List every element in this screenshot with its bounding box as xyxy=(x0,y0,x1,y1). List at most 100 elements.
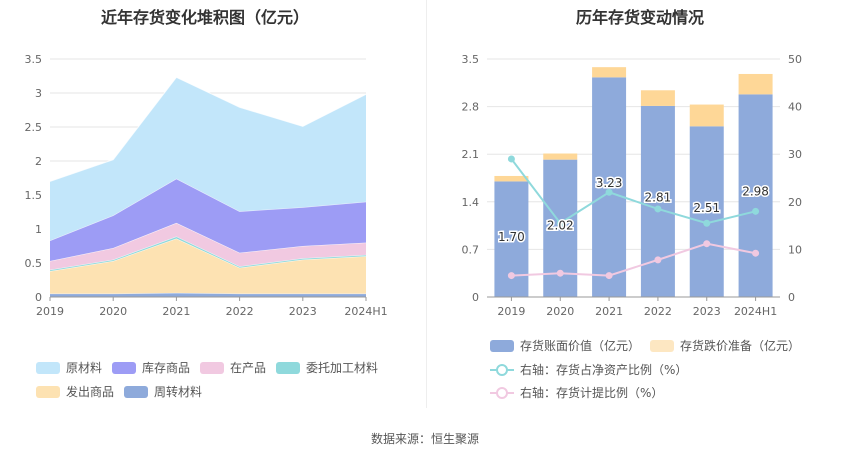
legend-label: 库存商品 xyxy=(142,361,191,375)
legend-item[interactable]: 周转材料 xyxy=(124,383,202,400)
legend-item[interactable]: 右轴：存货占净资产比例（%） xyxy=(490,361,687,378)
x-tick-label: 2024H1 xyxy=(734,305,777,318)
legend-swatch xyxy=(36,361,60,374)
data-label-text: 2.81 xyxy=(645,191,672,205)
legend-item[interactable]: 委托加工材料 xyxy=(276,359,378,376)
y-tick-label: 1.5 xyxy=(25,189,43,202)
data-label: 1.70 xyxy=(497,228,527,245)
bar-line-combo-chart: 0 0.7 1.4 2.1 2.8 3.5 0 10 20 30 40 50 1.70 2.02 3.23 2… xyxy=(462,53,803,318)
area-原材料 xyxy=(50,77,366,241)
y-tick-label: 0.5 xyxy=(25,257,43,270)
legend-swatch xyxy=(650,339,674,352)
legend-swatch xyxy=(124,385,148,398)
legend-label: 在产品 xyxy=(230,361,267,375)
y2-tick-label: 50 xyxy=(788,53,802,66)
legend-item[interactable]: 右轴：存货计提比例（%） xyxy=(490,384,663,401)
bar-存货跌价准备（亿元） xyxy=(592,67,627,78)
data-label: 3.23 xyxy=(594,174,624,191)
line-point xyxy=(654,205,662,213)
legend-swatch xyxy=(490,386,514,399)
legend-label: 右轴：存货占净资产比例（%） xyxy=(520,363,688,377)
legend-label: 发出商品 xyxy=(66,385,115,399)
x-tick-label: 2023 xyxy=(693,305,721,318)
line-point xyxy=(752,207,760,215)
x-tick-label: 2019 xyxy=(497,305,525,318)
area-在产品 xyxy=(50,222,366,270)
y-tick-label: 1 xyxy=(35,223,42,236)
legend-item[interactable]: 原材料 xyxy=(36,359,102,376)
y-tick-label: 0 xyxy=(35,291,42,304)
y2-tick-label: 20 xyxy=(788,196,802,209)
legend-item[interactable]: 存货账面价值（亿元） xyxy=(490,337,640,354)
line-point xyxy=(752,249,760,257)
panel-divider xyxy=(426,0,427,408)
data-label-text: 1.70 xyxy=(498,230,525,244)
y-tick-label: 2.1 xyxy=(462,148,480,161)
area-发出商品 xyxy=(50,238,366,294)
line-右轴：存货计提比例（%） xyxy=(511,242,756,277)
y-tick-label: 2.5 xyxy=(25,121,43,134)
y2-tick-label: 30 xyxy=(788,148,802,161)
bar-存货跌价准备（亿元） xyxy=(494,175,529,182)
data-label-text: 2.98 xyxy=(742,185,769,199)
y2-tick-label: 10 xyxy=(788,243,802,256)
x-tick-label: 2021 xyxy=(162,305,190,318)
line-point xyxy=(507,155,515,163)
line-右轴：存货占净资产比例（%） xyxy=(510,158,756,225)
legend-swatch xyxy=(490,339,514,352)
line-point xyxy=(654,256,662,264)
legend-item[interactable]: 库存商品 xyxy=(112,359,190,376)
bar-存货账面价值（亿元） xyxy=(640,105,675,297)
x-tick-label: 2022 xyxy=(644,305,672,318)
line-point xyxy=(605,188,613,196)
y-tick-label: 3.5 xyxy=(25,53,43,66)
legend-label: 原材料 xyxy=(66,361,103,375)
right-chart-title: 历年存货变动情况 xyxy=(575,8,704,27)
data-label: 2.98 xyxy=(741,183,771,200)
data-label: 2.81 xyxy=(643,189,673,206)
y-tick-label: 2.8 xyxy=(462,101,480,114)
legend-swatch xyxy=(112,361,136,374)
legend-item[interactable]: 发出商品 xyxy=(36,383,114,400)
legend-label: 存货跌价准备（亿元） xyxy=(680,339,801,353)
data-source-note: 数据来源：恒生聚源 xyxy=(370,432,479,446)
legend-label: 右轴：存货计提比例（%） xyxy=(520,386,664,400)
data-label: 2.02 xyxy=(545,217,575,234)
y-tick-label: 0 xyxy=(472,291,479,304)
legend-label: 周转材料 xyxy=(154,385,203,399)
y-tick-label: 3 xyxy=(35,87,42,100)
area-edge-原材料 xyxy=(49,76,367,182)
legend-swatch xyxy=(200,361,224,374)
y-tick-label: 1.4 xyxy=(462,196,480,209)
data-label-text: 3.23 xyxy=(596,176,623,190)
line-point xyxy=(556,269,564,277)
x-tick-label: 2019 xyxy=(36,305,64,318)
y-tick-label: 3.5 xyxy=(462,53,480,66)
x-tick-label: 2023 xyxy=(289,305,317,318)
x-tick-label: 2022 xyxy=(226,305,254,318)
bar-存货跌价准备（亿元） xyxy=(543,153,578,160)
area-库存商品 xyxy=(50,178,366,261)
bar-存货跌价准备（亿元） xyxy=(689,104,724,127)
x-tick-label: 2020 xyxy=(546,305,574,318)
legend-item[interactable]: 存货跌价准备（亿元） xyxy=(650,337,800,354)
y-tick-label: 0.7 xyxy=(462,243,480,256)
bar-存货跌价准备（亿元） xyxy=(738,73,773,95)
y2-tick-label: 0 xyxy=(788,291,795,304)
line-point xyxy=(605,272,613,280)
data-label: 2.51 xyxy=(692,200,722,217)
left-chart-title: 近年存货变化堆积图（亿元） xyxy=(100,8,309,27)
x-tick-label: 2024H1 xyxy=(344,305,387,318)
legend-swatch xyxy=(490,363,514,376)
y-tick-label: 2 xyxy=(35,155,42,168)
y2-tick-label: 40 xyxy=(788,101,802,114)
bar-存货跌价准备（亿元） xyxy=(640,90,675,106)
line-point xyxy=(703,240,711,248)
x-tick-label: 2020 xyxy=(99,305,127,318)
bar-存货账面价值（亿元） xyxy=(592,77,627,297)
data-label-text: 2.02 xyxy=(547,219,574,233)
bar-存货账面价值（亿元） xyxy=(738,94,773,297)
x-tick-label: 2021 xyxy=(595,305,623,318)
legend-item[interactable]: 在产品 xyxy=(200,359,266,376)
legend-label: 存货账面价值（亿元） xyxy=(520,339,641,353)
